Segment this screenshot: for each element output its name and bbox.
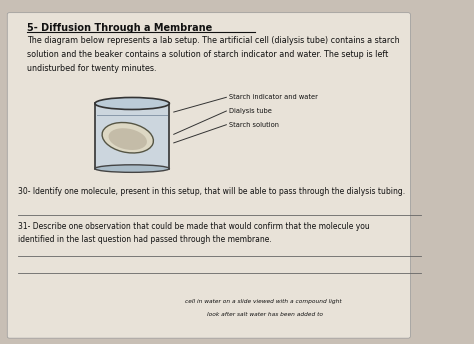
Ellipse shape [95, 165, 169, 172]
Ellipse shape [109, 128, 147, 150]
Text: Starch indicator and water: Starch indicator and water [228, 94, 318, 100]
Text: Starch solution: Starch solution [228, 122, 279, 128]
Text: 5- Diffusion Through a Membrane: 5- Diffusion Through a Membrane [27, 23, 212, 33]
FancyBboxPatch shape [7, 13, 410, 338]
Text: cell in water on a slide viewed with a compound light: cell in water on a slide viewed with a c… [185, 299, 341, 304]
Ellipse shape [95, 97, 169, 109]
Bar [95, 104, 169, 169]
Text: look after salt water has been added to: look after salt water has been added to [207, 312, 323, 318]
Text: 30- Identify one molecule, present in this setup, that will be able to pass thro: 30- Identify one molecule, present in th… [18, 187, 405, 196]
Text: Dialysis tube: Dialysis tube [228, 108, 272, 114]
Text: undisturbed for twenty minutes.: undisturbed for twenty minutes. [27, 64, 156, 73]
Ellipse shape [102, 122, 154, 153]
Text: 31- Describe one observation that could be made that would confirm that the mole: 31- Describe one observation that could … [18, 222, 370, 231]
Text: solution and the beaker contains a solution of starch indicator and water. The s: solution and the beaker contains a solut… [27, 50, 388, 59]
Text: The diagram below represents a lab setup. The artificial cell (dialysis tube) co: The diagram below represents a lab setup… [27, 36, 400, 45]
Text: identified in the last question had passed through the membrane.: identified in the last question had pass… [18, 235, 272, 244]
